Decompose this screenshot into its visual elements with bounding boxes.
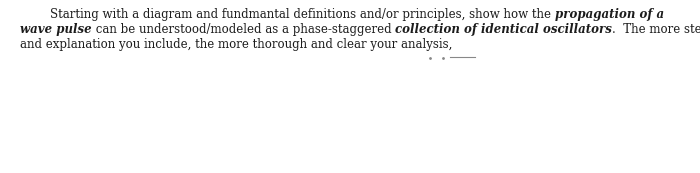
Text: collection of identical oscillators: collection of identical oscillators — [395, 23, 612, 36]
Text: and explanation you include, the more thorough and clear your analysis,: and explanation you include, the more th… — [20, 38, 452, 51]
Text: propagation of a: propagation of a — [554, 8, 664, 21]
Text: .  The more steps: . The more steps — [612, 23, 700, 36]
Text: Starting with a diagram and fundmantal definitions and/or principles, show how t: Starting with a diagram and fundmantal d… — [20, 8, 554, 21]
Text: can be understood/modeled as a phase-staggered: can be understood/modeled as a phase-sta… — [92, 23, 395, 36]
Text: wave pulse: wave pulse — [20, 23, 92, 36]
